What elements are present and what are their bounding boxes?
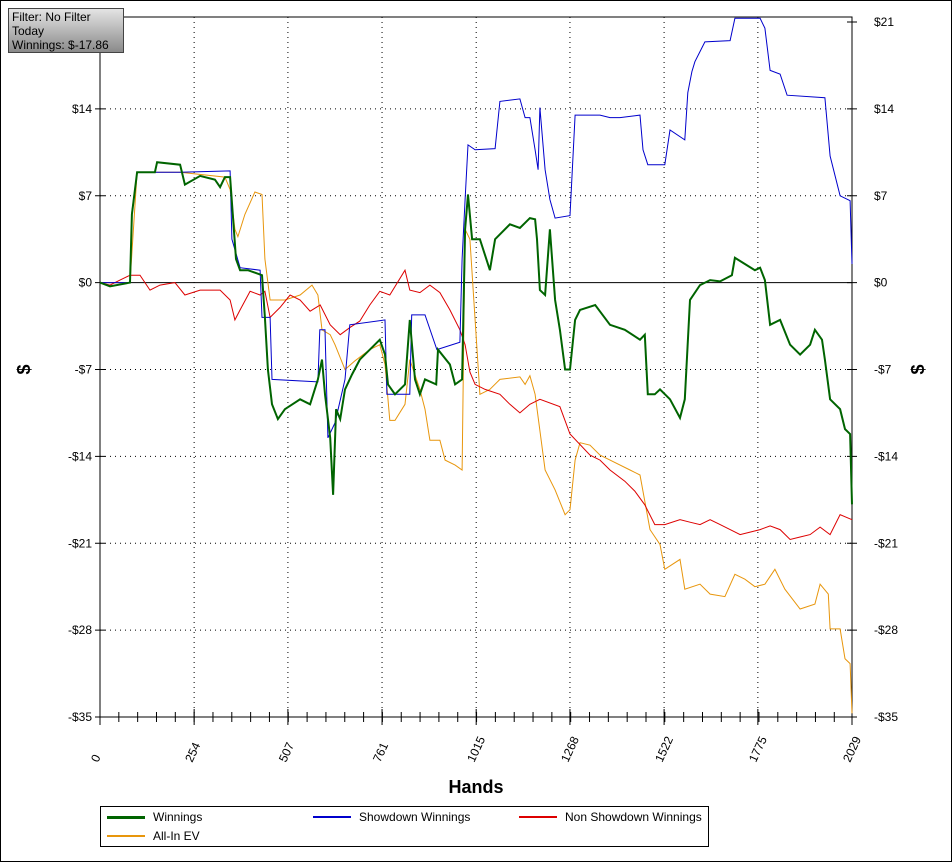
legend-swatch: [107, 815, 145, 819]
legend-item-all-in-ev: All-In EV: [107, 829, 200, 843]
x-tick-label: 761: [370, 740, 391, 764]
legend-label: Winnings: [153, 810, 203, 824]
y-tick-label-left: -$14: [68, 449, 92, 463]
legend-item-winnings: Winnings: [107, 810, 202, 824]
filter-text: Filter: No Filter: [12, 10, 91, 24]
series-line-non-showdown-winnings: [99, 268, 853, 541]
winnings-text: Winnings: $-17.86: [12, 38, 109, 52]
x-tick-label: 1015: [464, 734, 488, 764]
y-tick-label-left: $14: [72, 102, 92, 116]
x-tick-label: 2029: [840, 734, 864, 764]
series-line-showdown-winnings: [100, 17, 853, 439]
y-tick-label-left: $0: [79, 276, 93, 290]
y-tick-label-left: $7: [79, 189, 93, 203]
x-tick-label: 1775: [746, 734, 770, 764]
y-tick-label-right: -$14: [874, 449, 898, 463]
y-tick-label-right: $21: [874, 15, 894, 29]
legend-swatch: [313, 816, 351, 818]
x-tick-label: 254: [182, 740, 203, 764]
y-tick-label-right: $0: [874, 276, 888, 290]
y-tick-label-left: -$35: [68, 710, 92, 724]
legend-item-non-showdown-winnings: Non Showdown Winnings: [519, 810, 702, 824]
legend-swatch: [107, 835, 145, 837]
legend-swatch: [519, 816, 557, 818]
legend-label: All-In EV: [153, 829, 200, 843]
y-tick-label-right: -$35: [874, 710, 898, 724]
legend-label: Non Showdown Winnings: [565, 810, 702, 824]
y-tick-label-left: -$28: [68, 623, 92, 637]
y-tick-label-right: -$7: [874, 363, 892, 377]
y-tick-label-right: $7: [874, 189, 888, 203]
y-tick-label-left: -$7: [75, 363, 93, 377]
series-line-winnings: [99, 161, 853, 505]
y-tick-label-right: -$21: [874, 536, 898, 550]
y-axis-title-right: $: [908, 364, 928, 374]
x-tick-label: 0: [88, 752, 104, 764]
legend: Winnings Showdown Winnings Non Showdown …: [100, 806, 709, 847]
x-tick-label: 1268: [558, 734, 582, 764]
y-axis-title-left: $: [14, 364, 34, 374]
legend-label: Showdown Winnings: [359, 810, 471, 824]
y-tick-label-right: $14: [874, 102, 894, 116]
x-tick-label: 1522: [652, 734, 676, 764]
legend-item-showdown-winnings: Showdown Winnings: [313, 810, 470, 824]
series-line-all-in-ev: [100, 171, 853, 714]
x-tick-label: 507: [276, 740, 297, 764]
y-tick-label-left: -$21: [68, 536, 92, 550]
y-tick-label-right: -$28: [874, 623, 898, 637]
x-axis-title: Hands: [448, 777, 503, 797]
period-text: Today: [12, 24, 45, 38]
info-box: Filter: No Filter Today Winnings: $-17.8…: [8, 8, 124, 53]
